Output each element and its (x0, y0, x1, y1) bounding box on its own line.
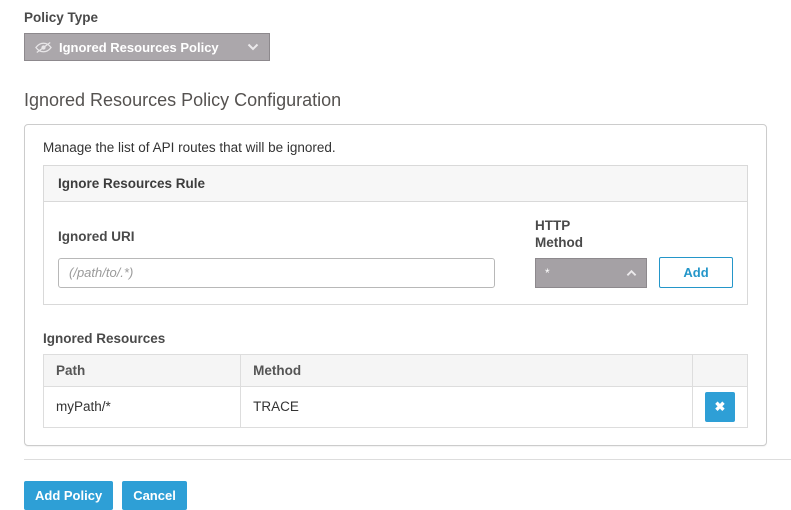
ignore-resources-rule-section: Ignore Resources Rule Ignored URI HTTP M… (43, 165, 748, 305)
policy-type-selected-value: Ignored Resources Policy (59, 39, 219, 55)
add-policy-button[interactable]: Add Policy (24, 480, 114, 510)
table-row: myPath/* TRACE ✖ (42, 385, 748, 428)
ignored-resources-table: Path Method myPath/* TRACE ✖ (42, 353, 748, 428)
cell-path: myPath/* (42, 385, 242, 428)
configuration-panel: Manage the list of API routes that will … (24, 124, 767, 446)
rule-section-body: Ignored URI HTTP Method * (44, 202, 747, 304)
close-icon: ✖ (714, 398, 726, 414)
chevron-up-icon (626, 269, 637, 277)
add-rule-button[interactable]: Add (659, 256, 733, 288)
ignored-uri-input[interactable] (58, 257, 495, 288)
eye-slash-icon (35, 41, 52, 54)
http-method-dropdown[interactable]: * (535, 257, 647, 288)
ignored-uri-label: Ignored URI (58, 228, 135, 244)
policy-type-label: Policy Type (24, 10, 99, 25)
http-method-label: HTTP Method (535, 218, 583, 250)
http-method-selected-value: * (545, 265, 550, 280)
chevron-down-icon (247, 43, 259, 51)
panel-description: Manage the list of API routes that will … (43, 140, 336, 155)
column-header-method: Method (240, 353, 693, 387)
policy-type-dropdown[interactable]: Ignored Resources Policy (24, 33, 270, 61)
column-header-actions (692, 353, 748, 387)
cell-method: TRACE (240, 385, 693, 428)
page-title: Ignored Resources Policy Configuration (24, 90, 342, 110)
footer-actions: Add Policy Cancel (24, 480, 767, 510)
ignored-resources-label: Ignored Resources (43, 330, 166, 346)
rule-section-title: Ignore Resources Rule (44, 166, 747, 202)
cancel-button[interactable]: Cancel (122, 480, 187, 510)
delete-row-button[interactable]: ✖ (705, 391, 735, 422)
table-header-row: Path Method (42, 353, 748, 387)
column-header-path: Path (42, 353, 242, 387)
footer-divider (24, 458, 791, 460)
